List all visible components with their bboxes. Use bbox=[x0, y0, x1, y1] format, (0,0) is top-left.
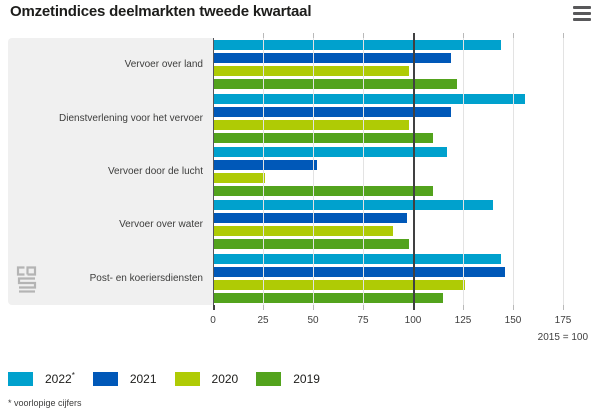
x-tick-label: 100 bbox=[404, 315, 422, 326]
bar-2019-3 bbox=[213, 186, 433, 197]
x-tick-label: 125 bbox=[454, 315, 472, 326]
bar-2019-1 bbox=[213, 79, 457, 90]
hamburger-menu-icon[interactable] bbox=[573, 6, 591, 21]
legend-label: 2020 bbox=[211, 371, 239, 386]
gridline bbox=[563, 38, 564, 305]
gridline bbox=[213, 38, 214, 305]
legend-item-2022: 2022* bbox=[8, 371, 75, 386]
axis-tick bbox=[363, 33, 364, 38]
axis-tick bbox=[463, 305, 464, 310]
axis-tick bbox=[563, 33, 564, 38]
cbs-logo-icon bbox=[14, 264, 40, 301]
category-label: Post- en koeriersdiensten bbox=[89, 272, 203, 284]
legend-swatch bbox=[8, 371, 33, 386]
axis-tick bbox=[263, 33, 264, 38]
category-row: Vervoer door de lucht bbox=[8, 145, 213, 198]
bar-2022-5 bbox=[213, 253, 501, 264]
x-tick-label: 150 bbox=[504, 315, 522, 326]
category-label: Vervoer door de lucht bbox=[107, 166, 203, 178]
category-label-panel: Vervoer over land Dienstverlening voor he… bbox=[8, 38, 213, 305]
gridline bbox=[313, 38, 314, 305]
legend-swatch bbox=[256, 371, 282, 386]
footnote: * voorlopige cijfers bbox=[8, 398, 82, 408]
axis-tick bbox=[413, 305, 415, 310]
bar-2022-3 bbox=[213, 147, 447, 158]
reference-line-100 bbox=[413, 38, 415, 305]
bar-group bbox=[213, 38, 590, 91]
gridline bbox=[363, 38, 364, 305]
bar-2021-4 bbox=[213, 213, 407, 224]
x-tick-label: 50 bbox=[307, 315, 319, 326]
page-title: Omzetindices deelmarkten tweede kwartaal bbox=[10, 3, 312, 20]
bar-group bbox=[213, 91, 590, 144]
x-tick-label: 25 bbox=[257, 315, 269, 326]
bar-2022-4 bbox=[213, 200, 493, 211]
bar-2022-2 bbox=[213, 93, 525, 104]
legend-swatch bbox=[92, 371, 118, 386]
axis-tick bbox=[363, 305, 364, 310]
axis-tick bbox=[413, 33, 415, 38]
bar-2019-4 bbox=[213, 239, 409, 250]
x-tick-label: 175 bbox=[554, 315, 572, 326]
axis-tick bbox=[313, 305, 314, 310]
bar-groups bbox=[213, 38, 590, 305]
legend-item-2019: 2019 bbox=[256, 371, 320, 386]
category-row: Vervoer over land bbox=[8, 38, 213, 91]
plot-area bbox=[213, 33, 590, 310]
x-tick-label: 75 bbox=[357, 315, 369, 326]
category-label: Vervoer over water bbox=[119, 219, 203, 231]
axis-tick bbox=[213, 305, 215, 310]
axis-tick bbox=[563, 305, 564, 310]
bar-2020-5 bbox=[213, 279, 465, 290]
legend-item-2021: 2021 bbox=[92, 371, 157, 386]
bar-2021-2 bbox=[213, 106, 451, 117]
bar-2021-3 bbox=[213, 160, 317, 171]
bar-2020-1 bbox=[213, 66, 409, 77]
legend: 2022* 2021 2020 2019 bbox=[8, 371, 320, 386]
gridline bbox=[263, 38, 264, 305]
category-row: Post- en koeriersdiensten bbox=[8, 252, 213, 305]
category-row: Dienstverlening voor het vervoer bbox=[8, 91, 213, 144]
legend-label: 2019 bbox=[293, 371, 320, 386]
bar-group bbox=[213, 252, 590, 305]
axis-tick bbox=[513, 305, 514, 310]
bar-2019-2 bbox=[213, 132, 433, 143]
axis-tick bbox=[263, 305, 264, 310]
bar-2019-5 bbox=[213, 292, 443, 303]
legend-swatch bbox=[174, 371, 200, 386]
bar-group bbox=[213, 145, 590, 198]
bar-2020-4 bbox=[213, 226, 393, 237]
axis-tick bbox=[313, 33, 314, 38]
gridline bbox=[513, 38, 514, 305]
bar-2021-1 bbox=[213, 53, 451, 64]
axis-unit-note: 2015 = 100 bbox=[537, 332, 588, 343]
legend-label: 2021 bbox=[129, 371, 157, 386]
bar-2021-5 bbox=[213, 266, 505, 277]
x-axis-tick-labels: 0 25 50 75 100 125 150 175 bbox=[210, 315, 590, 327]
bar-2020-3 bbox=[213, 173, 265, 184]
gridline bbox=[463, 38, 464, 305]
x-tick-label: 0 bbox=[210, 315, 216, 326]
bar-2022-1 bbox=[213, 40, 501, 51]
legend-item-2020: 2020 bbox=[174, 371, 239, 386]
category-label: Dienstverlening voor het vervoer bbox=[59, 112, 203, 124]
category-label: Vervoer over land bbox=[124, 59, 203, 71]
category-row: Vervoer over water bbox=[8, 198, 213, 251]
legend-label: 2022* bbox=[45, 371, 75, 386]
chart-area: Vervoer over land Dienstverlening voor he… bbox=[8, 33, 590, 343]
bar-group bbox=[213, 198, 590, 251]
axis-tick bbox=[463, 33, 464, 38]
bar-2020-2 bbox=[213, 119, 409, 130]
axis-tick bbox=[513, 33, 514, 38]
